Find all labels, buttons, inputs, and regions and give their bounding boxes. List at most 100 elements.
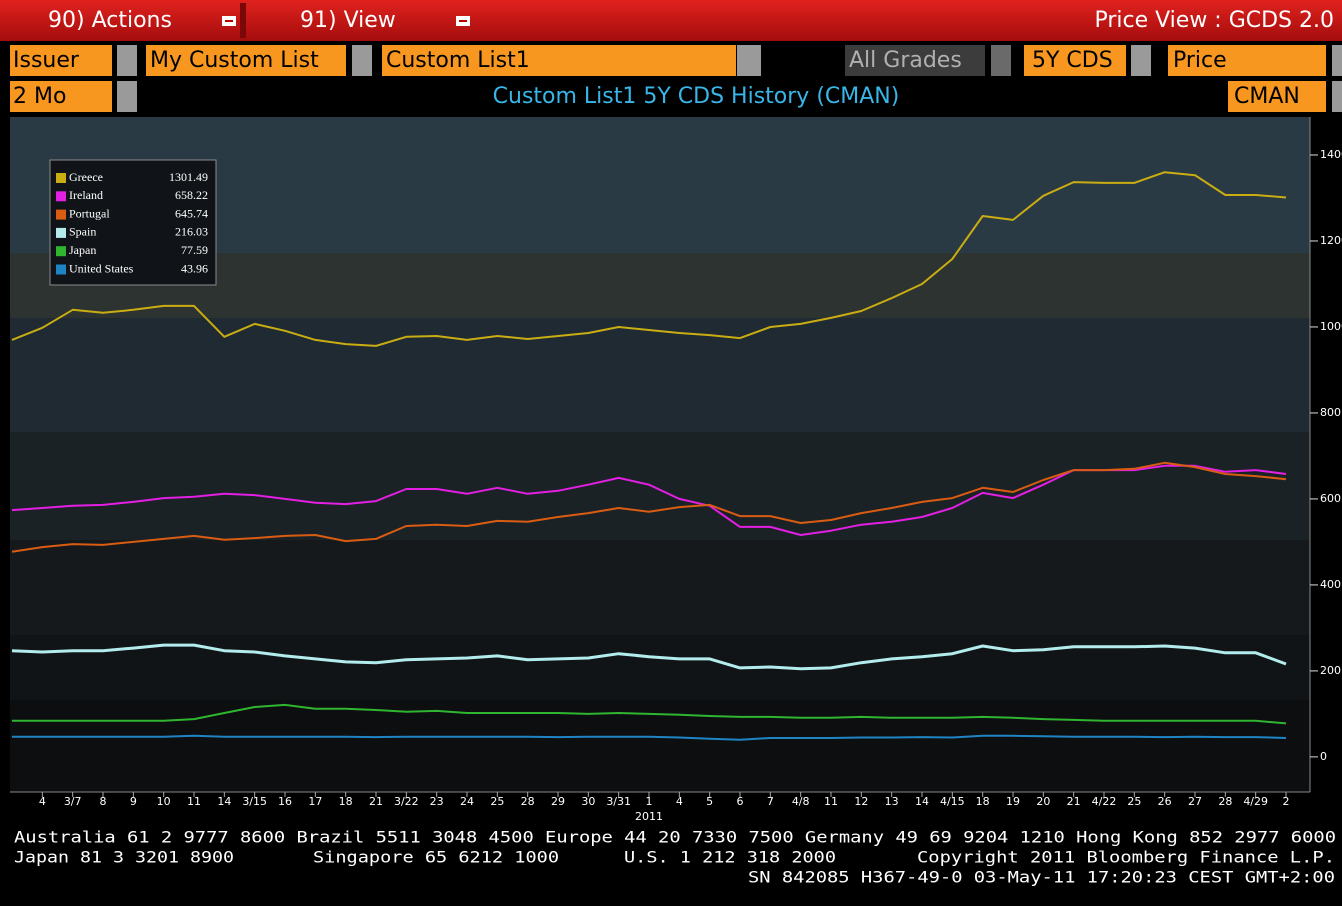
dropdown[interactable] <box>117 81 137 112</box>
grades-field[interactable] <box>845 45 985 76</box>
x-tick-label: 23 <box>430 795 444 808</box>
series-line <box>11 461 1287 553</box>
series-line <box>12 734 1287 741</box>
y-tick-label: 600 <box>1320 492 1341 505</box>
x-tick-label: 21 <box>369 795 383 808</box>
x-year-label: 2011 <box>635 810 663 823</box>
x-tick-label: 5 <box>706 795 713 808</box>
x-tick-label: 4 <box>676 795 683 808</box>
plot-band <box>10 253 1310 318</box>
y-tick-label: 1200 <box>1320 234 1342 247</box>
x-tick-label: 21 <box>1067 795 1081 808</box>
dropdown[interactable] <box>991 45 1011 76</box>
x-tick-label: 4/22 <box>1092 795 1117 808</box>
y-tick-label: 1000 <box>1320 320 1342 333</box>
x-tick-label: 24 <box>460 795 474 808</box>
legend-swatch <box>56 173 66 183</box>
x-tick-label: 10 <box>157 795 171 808</box>
x-tick-label: 3/7 <box>64 795 82 808</box>
period-field[interactable] <box>10 81 112 112</box>
series-line <box>11 643 1287 671</box>
x-tick-label: 30 <box>581 795 595 808</box>
legend-value: 658.22 <box>175 188 208 202</box>
custom-list-field[interactable] <box>382 45 736 76</box>
footer-line: Copyright 2011 Bloomberg Finance L.P. <box>917 848 1335 867</box>
dropdown[interactable] <box>1131 45 1151 76</box>
x-tick-label: 29 <box>551 795 565 808</box>
plot-band <box>10 540 1310 635</box>
footer-line: SN 842085 H367-49-0 03-May-11 17:20:23 C… <box>748 868 1335 887</box>
legend-entries: Greece 1301.49 Ireland 658.22 Portugal 645.74… <box>56 170 208 275</box>
x-tick-label: 2 <box>1283 795 1290 808</box>
x-tick-label: 11 <box>187 795 201 808</box>
field-label: 2 Mo <box>13 84 66 109</box>
y-tick-label: 1400 <box>1320 148 1342 161</box>
field-label: Custom List1 <box>386 48 530 73</box>
tenor-field[interactable] <box>1024 45 1126 76</box>
actions-menu[interactable]: 90) Actions <box>48 8 172 33</box>
footer-line: U.S. 1 212 318 2000 <box>624 848 836 867</box>
field-label: CMAN <box>1234 84 1300 109</box>
dropdown[interactable] <box>1332 81 1342 112</box>
plot <box>11 171 1287 741</box>
field-label: Price <box>1173 48 1227 73</box>
dropdown[interactable] <box>117 45 137 76</box>
x-tick-label: 1 <box>646 795 653 808</box>
x-tick-label: 26 <box>1158 795 1172 808</box>
view-menu[interactable]: 91) View <box>300 8 396 33</box>
legend-name: Spain <box>69 225 96 239</box>
legend-swatch <box>56 191 66 202</box>
y-tick-label: 800 <box>1320 406 1341 419</box>
icon <box>225 20 233 22</box>
price-field[interactable] <box>1168 45 1326 76</box>
x-tick-label: 4/29 <box>1243 795 1268 808</box>
y-tick-label: 0 <box>1320 750 1327 763</box>
legend-name: Portugal <box>69 206 110 220</box>
icon <box>459 20 467 22</box>
dropdown[interactable] <box>1332 45 1342 76</box>
x-tick-label: 17 <box>308 795 322 808</box>
footer-line: Singapore 65 6212 1000 <box>313 848 559 867</box>
x-tick-label: 16 <box>278 795 292 808</box>
plot-band <box>10 318 1310 432</box>
issuer-field[interactable] <box>10 45 112 76</box>
x-tick-label: 7 <box>767 795 774 808</box>
field-label: My Custom List <box>150 48 319 73</box>
x-tick-label: 9 <box>130 795 137 808</box>
x-tick-label: 14 <box>915 795 929 808</box>
legend-name: Ireland <box>69 188 103 202</box>
x-tick-label: 3/31 <box>606 795 631 808</box>
field-label: 5Y CDS <box>1032 48 1113 73</box>
x-tick-label: 4/15 <box>940 795 965 808</box>
y-tick-label: 200 <box>1320 664 1341 677</box>
x-tick-label: 19 <box>1006 795 1020 808</box>
legend-swatch <box>56 246 66 257</box>
legend-value: 1301.49 <box>169 170 208 184</box>
dropdown[interactable] <box>737 45 761 76</box>
x-tick-label: 3/22 <box>394 795 419 808</box>
x-tick-label: 4 <box>39 795 46 808</box>
legend-value: 216.03 <box>175 225 208 239</box>
field-label: All Grades <box>849 48 962 73</box>
x-tick-label: 18 <box>339 795 353 808</box>
x-tick-label: 27 <box>1188 795 1202 808</box>
legend-swatch <box>56 227 66 238</box>
legend-swatch <box>56 264 66 275</box>
x-tick-label: 18 <box>976 795 990 808</box>
x-tick-label: 28 <box>521 795 535 808</box>
source-field[interactable] <box>1228 81 1326 112</box>
y-tick-label: 400 <box>1320 578 1341 591</box>
legend-value: 43.96 <box>181 261 208 275</box>
legend-name: Japan <box>69 243 96 257</box>
legend-swatch <box>56 209 66 220</box>
dropdown[interactable] <box>352 45 372 76</box>
list-field[interactable] <box>146 45 346 76</box>
separator <box>240 3 246 38</box>
x-tick-label: 12 <box>854 795 868 808</box>
x-tick-label: 20 <box>1036 795 1050 808</box>
series-line <box>12 703 1287 725</box>
x-tick-label: 6 <box>737 795 744 808</box>
